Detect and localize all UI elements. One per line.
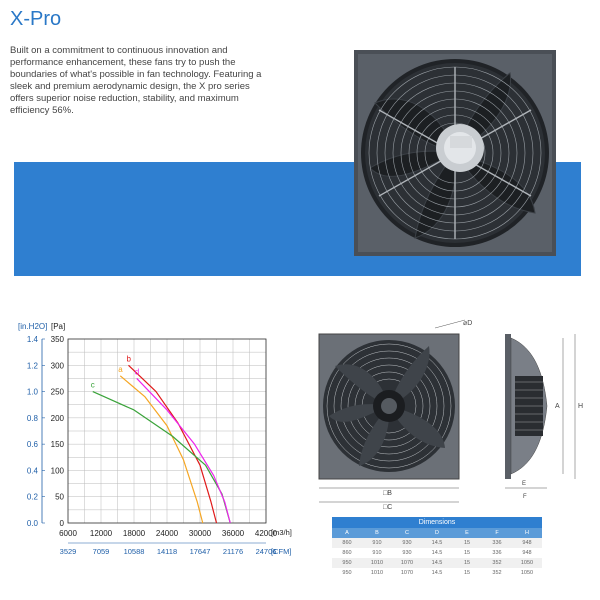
chart-ylabel-inh2o: [in.H2O] <box>18 322 47 331</box>
label-front-width-outer: □C <box>383 504 392 511</box>
chart-ytick-inh2o: 0.6 <box>27 440 39 449</box>
dim-cell: 336 <box>482 538 512 548</box>
chart-xunit-cfm: [CFM] <box>271 547 291 556</box>
chart-ytick-pa: 350 <box>51 335 65 344</box>
dim-cell: 930 <box>392 548 422 558</box>
chart-ylabel-pa: [Pa] <box>51 322 65 331</box>
label-front-width-inner: □B <box>383 490 392 497</box>
dim-cell: 948 <box>512 548 542 558</box>
dim-cell: 1010 <box>362 568 392 578</box>
chart-xtick-cfm: 21176 <box>223 547 243 556</box>
dim-cell: 15 <box>452 548 482 558</box>
dim-header: C <box>392 528 422 538</box>
chart-ytick-inh2o: 0.2 <box>27 493 39 502</box>
dim-cell: 14.5 <box>422 538 452 548</box>
chart-xtick-m3h: 36000 <box>222 529 245 538</box>
chart-xtick-m3h: 12000 <box>90 529 113 538</box>
chart-xtick-cfm: 3529 <box>60 547 77 556</box>
chart-ytick-inh2o: 0.4 <box>27 466 39 475</box>
chart-ytick-pa: 200 <box>51 414 65 423</box>
chart-xtick-m3h: 18000 <box>123 529 146 538</box>
chart-xtick-m3h: 24000 <box>156 529 179 538</box>
dim-cell: 1070 <box>392 568 422 578</box>
chart-xtick-m3h: 6000 <box>59 529 77 538</box>
chart-xtick-cfm: 10588 <box>124 547 145 556</box>
chart-series-label-b: b <box>127 354 132 363</box>
dim-header: H <box>512 528 542 538</box>
label-front-diameter: ⌀D <box>463 320 472 327</box>
label-side-a: A <box>555 403 560 410</box>
dim-cell: 950 <box>332 568 362 578</box>
dim-cell: 910 <box>362 538 392 548</box>
chart-series-label-a: a <box>118 365 123 374</box>
label-side-f: F <box>523 494 527 500</box>
chart-ytick-pa: 250 <box>51 388 65 397</box>
dim-header: F <box>482 528 512 538</box>
dim-header: D <box>422 528 452 538</box>
technical-drawings: ⌀D □B □C A H E F <box>318 319 583 511</box>
chart-series-label-c: c <box>91 381 95 390</box>
chart-xtick-cfm: 14118 <box>157 547 177 556</box>
chart-xtick-m3h: 30000 <box>189 529 212 538</box>
dim-header: E <box>452 528 482 538</box>
side-view-drawing: A H E F <box>505 334 583 500</box>
chart-ytick-pa: 100 <box>51 466 65 475</box>
performance-curve-chart: [in.H2O] [Pa] 0 50 100 150 200 250 300 350 0.0 0.… <box>18 322 292 556</box>
chart-ytick-pa: 150 <box>51 440 65 449</box>
dim-cell: 860 <box>332 548 362 558</box>
chart-ytick-pa: 0 <box>60 519 65 528</box>
dim-cell: 1050 <box>512 558 542 568</box>
dim-cell: 15 <box>452 538 482 548</box>
chart-plot-frame <box>67 338 267 524</box>
chart-ytick-pa: 300 <box>51 361 65 370</box>
dim-cell: 950 <box>332 558 362 568</box>
dim-cell: 14.5 <box>422 548 452 558</box>
chart-xtick-cfm: 24706 <box>256 547 277 556</box>
chart-series-b <box>128 364 218 524</box>
chart-ytick-inh2o: 1.2 <box>27 361 39 370</box>
dim-cell: 910 <box>362 548 392 558</box>
chart-ytick-pa: 50 <box>55 493 64 502</box>
dimensions-table-wrapper: Dimensions A B C D E F H 860 910 930 14.… <box>332 517 542 578</box>
chart-xtick-cfm: 17647 <box>190 547 211 556</box>
chart-ytick-inh2o: 0.0 <box>27 519 39 528</box>
chart-series-label-d: d <box>135 367 139 376</box>
chart-xtick-m3h: 42000 <box>255 529 278 538</box>
fan-product-image <box>354 50 556 256</box>
dimensions-caption: Dimensions <box>332 517 542 528</box>
chart-ytick-inh2o: 0.8 <box>27 414 39 423</box>
dim-cell: 14.5 <box>422 568 452 578</box>
chart-xunit-m3h: [m3/h] <box>271 528 292 537</box>
table-row: 860 910 930 14.5 15 336 948 <box>332 548 542 558</box>
label-side-e: E <box>522 481 526 487</box>
dim-cell: 14.5 <box>422 558 452 568</box>
intro-text: Built on a commitment to continuous inno… <box>10 45 262 116</box>
chart-ytick-inh2o: 1.0 <box>27 388 39 397</box>
dim-cell: 1050 <box>512 568 542 578</box>
dim-cell: 1070 <box>392 558 422 568</box>
table-row: 950 1010 1070 14.5 15 352 1050 <box>332 558 542 568</box>
table-row: 860 910 930 14.5 15 336 948 <box>332 538 542 548</box>
chart-series-d <box>136 378 231 524</box>
table-row: 950 1010 1070 14.5 15 352 1050 <box>332 568 542 578</box>
dim-header: A <box>332 528 362 538</box>
chart-series-a <box>119 375 204 524</box>
dim-cell: 948 <box>512 538 542 548</box>
dim-cell: 352 <box>482 558 512 568</box>
dim-cell: 1010 <box>362 558 392 568</box>
chart-ytick-inh2o: 1.4 <box>27 335 39 344</box>
front-view-drawing: ⌀D □B □C <box>318 319 472 511</box>
dim-cell: 15 <box>452 568 482 578</box>
label-side-h: H <box>578 403 583 410</box>
dim-cell: 860 <box>332 538 362 548</box>
dim-header: B <box>362 528 392 538</box>
dimensions-table: Dimensions A B C D E F H 860 910 930 14.… <box>332 517 542 578</box>
chart-xtick-cfm: 7059 <box>93 547 110 556</box>
dim-cell: 352 <box>482 568 512 578</box>
page-title: X-Pro <box>10 8 62 30</box>
dim-cell: 930 <box>392 538 422 548</box>
dim-cell: 336 <box>482 548 512 558</box>
dim-cell: 15 <box>452 558 482 568</box>
